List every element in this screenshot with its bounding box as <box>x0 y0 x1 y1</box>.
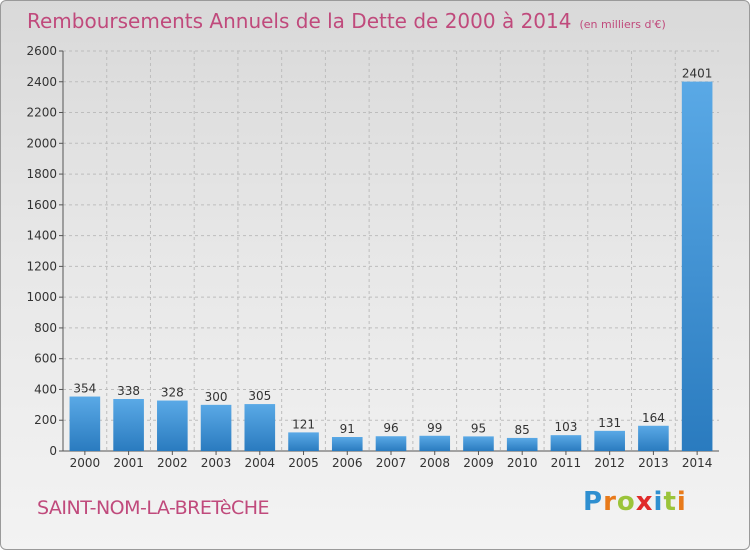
x-tick-label: 2011 <box>551 456 582 470</box>
bar <box>113 399 144 451</box>
bar <box>594 430 625 451</box>
value-labels: 354 338 328 300 305 121 91 96 99 95 85 103 131 164 240… <box>73 67 712 437</box>
bar <box>157 400 188 451</box>
grid-lines <box>63 50 719 451</box>
x-tick-label: 2014 <box>682 456 713 470</box>
y-tick-label: 1200 <box>26 259 57 273</box>
bar <box>506 437 538 451</box>
bar <box>69 396 101 451</box>
bar-value-label: 103 <box>554 420 577 434</box>
y-tick-label: 1400 <box>26 229 57 243</box>
bar-value-label: 95 <box>471 421 486 435</box>
y-tick-label: 400 <box>34 382 57 396</box>
x-tick-label: 2002 <box>157 456 188 470</box>
x-tick-label: 2008 <box>419 456 450 470</box>
bar <box>638 425 669 451</box>
bar-value-label: 305 <box>248 389 271 403</box>
x-tick-label: 2009 <box>463 456 494 470</box>
x-tick-label: 2001 <box>113 456 144 470</box>
logo-letter: x <box>635 487 654 517</box>
bar <box>419 435 451 451</box>
x-tick-label: 2003 <box>201 456 232 470</box>
x-tick-label: 2013 <box>638 456 669 470</box>
chart-unit-label: (en milliers d'€) <box>579 18 666 31</box>
logo-letter: i <box>676 487 687 517</box>
x-tick-label: 2006 <box>332 456 363 470</box>
y-tick-label: 2400 <box>26 75 57 89</box>
y-tick-label: 1600 <box>26 198 57 212</box>
logo-letter: i <box>653 487 664 517</box>
y-tick-label: 800 <box>34 321 57 335</box>
x-tick-label: 2000 <box>70 456 101 470</box>
logo-letter: P <box>583 487 604 517</box>
bar-value-label: 300 <box>205 390 228 404</box>
x-tick-label: 2005 <box>288 456 319 470</box>
bar <box>463 436 494 451</box>
x-tick-label: 2007 <box>376 456 407 470</box>
bar <box>375 436 407 451</box>
bar-value-label: 91 <box>340 422 355 436</box>
chart-title: Remboursements Annuels de la Dette de 20… <box>27 9 666 33</box>
bar <box>200 404 232 451</box>
bar-value-label: 328 <box>161 386 184 400</box>
y-tick-label: 600 <box>34 352 57 366</box>
bar <box>681 81 713 451</box>
y-tick-label: 2000 <box>26 136 57 150</box>
proxiti-logo: Proxiti <box>583 487 687 517</box>
bar-value-label: 99 <box>427 421 442 435</box>
y-tick-label: 200 <box>34 413 57 427</box>
bar-value-label: 164 <box>642 411 665 425</box>
y-tick-label: 1000 <box>26 290 57 304</box>
bar-value-label: 338 <box>117 384 140 398</box>
x-tick-label: 2004 <box>245 456 276 470</box>
bar-value-label: 2401 <box>682 67 713 81</box>
y-tick-label: 1800 <box>26 167 57 181</box>
logo-letter: t <box>663 487 677 517</box>
bar <box>331 437 363 451</box>
y-tick-label: 2200 <box>26 106 57 120</box>
y-tick-label: 2600 <box>26 44 57 58</box>
bar-value-label: 131 <box>598 416 621 430</box>
logo-letter: r <box>603 487 617 517</box>
bar <box>288 432 319 451</box>
bar-value-label: 85 <box>515 423 530 437</box>
bar-value-label: 121 <box>292 417 315 431</box>
bars <box>69 81 713 451</box>
chart-title-text: Remboursements Annuels de la Dette de 20… <box>27 9 572 33</box>
commune-name: SAINT-NOM-LA-BRETèCHE <box>37 497 270 519</box>
bar <box>244 404 276 451</box>
bar-value-label: 96 <box>383 421 398 435</box>
x-tick-label: 2010 <box>507 456 538 470</box>
bar-value-label: 354 <box>73 382 96 396</box>
x-tick-label: 2012 <box>594 456 625 470</box>
y-tick-label: 0 <box>49 444 57 458</box>
bar <box>550 435 582 451</box>
logo-letter: o <box>616 487 636 517</box>
